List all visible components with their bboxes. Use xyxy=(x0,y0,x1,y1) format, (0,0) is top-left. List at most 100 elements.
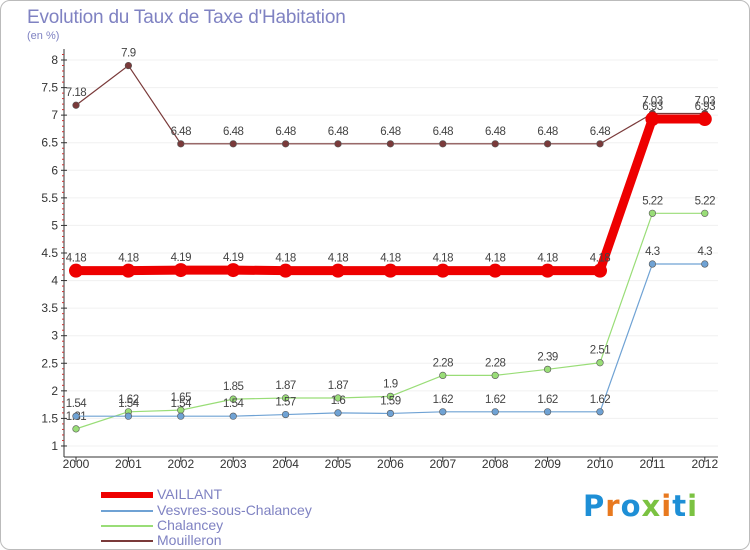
data-point-mouilleron xyxy=(72,101,80,109)
data-label-vaillant: 4.19 xyxy=(171,252,191,264)
y-tick-label: 1.5 xyxy=(41,411,58,425)
data-point-mouilleron xyxy=(229,140,237,148)
data-point-chalancey xyxy=(386,392,395,400)
data-point-mouilleron xyxy=(439,140,447,148)
logo-letter: i xyxy=(661,489,673,523)
y-tick-label: 6.5 xyxy=(41,136,58,150)
data-point-vaillant xyxy=(121,263,136,278)
y-tick-label: 6 xyxy=(51,163,58,177)
data-point-vesvres-sous-chalancey xyxy=(491,408,499,416)
data-label-chalancey: 5.22 xyxy=(695,195,715,207)
data-point-vaillant xyxy=(383,263,398,278)
data-point-vaillant xyxy=(593,263,607,278)
data-label-mouilleron: 6.48 xyxy=(590,126,610,138)
data-label-mouilleron: 6.48 xyxy=(485,126,505,138)
data-point-chalancey xyxy=(543,365,552,373)
data-label-chalancey: 1.65 xyxy=(171,392,191,404)
legend-item-chalancey: Chalancey xyxy=(101,517,361,533)
data-label-vesvres-sous-chalancey: 1.62 xyxy=(537,394,557,406)
data-point-vaillant xyxy=(435,263,450,278)
x-tick-label: 2005 xyxy=(325,457,352,471)
data-point-vesvres-sous-chalancey xyxy=(177,412,185,420)
logo-letter: i xyxy=(687,489,699,523)
data-point-vesvres-sous-chalancey xyxy=(124,412,132,420)
data-point-mouilleron xyxy=(596,140,604,148)
data-label-vaillant: 4.18 xyxy=(66,253,86,265)
data-label-vaillant: 4.18 xyxy=(433,253,453,265)
data-label-chalancey: 1.87 xyxy=(328,380,348,392)
data-point-vaillant xyxy=(540,263,555,278)
x-tick-label: 2012 xyxy=(691,457,718,471)
data-point-vaillant xyxy=(69,263,83,278)
data-point-vesvres-sous-chalancey xyxy=(72,412,80,420)
legend-item-mouilleron: Mouilleron xyxy=(101,532,361,548)
x-tick-label: 2011 xyxy=(639,457,665,471)
data-label-vaillant: 6.93 xyxy=(695,101,715,113)
logo-letter: x xyxy=(641,489,662,523)
x-tick-label: 2000 xyxy=(63,457,90,471)
data-point-chalancey xyxy=(491,371,499,380)
data-label-chalancey: 1.87 xyxy=(275,380,295,392)
y-tick-label: 3.5 xyxy=(41,301,58,315)
data-point-mouilleron xyxy=(386,140,395,148)
data-point-vesvres-sous-chalancey xyxy=(701,260,709,268)
data-label-vaillant: 4.19 xyxy=(223,252,243,264)
y-tick-label: 3 xyxy=(51,329,58,343)
data-label-vesvres-sous-chalancey: 1.54 xyxy=(171,398,192,410)
legend-swatch xyxy=(101,510,153,512)
x-tick-label: 2007 xyxy=(429,457,456,471)
data-point-chalancey xyxy=(229,395,237,403)
data-label-chalancey: 2.28 xyxy=(485,357,505,369)
data-point-chalancey xyxy=(648,209,657,217)
legend-swatch xyxy=(101,540,153,542)
legend-label: VAILLANT xyxy=(157,486,223,502)
y-tick-label: 5 xyxy=(51,218,58,232)
data-label-vaillant: 6.93 xyxy=(642,101,662,113)
logo-letter: t xyxy=(672,489,688,523)
data-label-vesvres-sous-chalancey: 4.3 xyxy=(645,246,660,258)
x-tick-label: 2001 xyxy=(115,457,142,471)
data-point-vaillant xyxy=(173,263,188,278)
data-point-mouilleron xyxy=(491,140,499,148)
y-tick-label: 2.5 xyxy=(41,356,58,370)
data-label-vesvres-sous-chalancey: 1.54 xyxy=(118,398,139,410)
data-label-mouilleron: 6.48 xyxy=(275,126,295,138)
logo-letter: r xyxy=(605,489,621,523)
data-point-vesvres-sous-chalancey xyxy=(648,260,657,268)
data-point-vaillant xyxy=(488,263,503,278)
data-point-mouilleron xyxy=(124,61,132,70)
data-label-vaillant: 4.18 xyxy=(537,253,557,265)
data-label-mouilleron: 6.48 xyxy=(171,126,191,138)
legend-label: Vesvres-sous-Chalancey xyxy=(157,502,312,518)
data-label-vesvres-sous-chalancey: 1.62 xyxy=(590,394,610,406)
data-label-vaillant: 4.18 xyxy=(590,253,610,265)
data-label-vesvres-sous-chalancey: 1.54 xyxy=(223,398,244,410)
unit-label: (en %) xyxy=(27,30,60,42)
y-tick-label: 7 xyxy=(51,108,58,122)
data-point-chalancey xyxy=(439,371,447,380)
data-label-chalancey: 1.62 xyxy=(118,394,138,406)
data-label-mouilleron: 6.48 xyxy=(328,126,348,138)
data-point-mouilleron xyxy=(543,140,552,148)
data-point-chalancey xyxy=(282,394,290,402)
y-tick-label: 4.5 xyxy=(41,246,58,260)
logo-letter: P xyxy=(583,489,606,523)
data-label-vaillant: 4.18 xyxy=(275,253,295,265)
data-label-vesvres-sous-chalancey: 1.62 xyxy=(485,394,505,406)
chart-title: Evolution du Taux de Taxe d'Habitation xyxy=(27,7,346,28)
x-tick-label: 2003 xyxy=(220,457,247,471)
data-point-mouilleron xyxy=(282,140,290,148)
data-label-chalancey: 2.51 xyxy=(590,345,610,357)
y-tick-label: 2 xyxy=(51,384,58,398)
data-label-chalancey: 1.85 xyxy=(223,381,243,393)
data-point-vesvres-sous-chalancey xyxy=(334,409,342,417)
data-label-mouilleron: 7.03 xyxy=(642,96,662,108)
data-point-chalancey xyxy=(72,425,80,433)
data-label-mouilleron: 7.9 xyxy=(121,48,136,60)
data-label-vesvres-sous-chalancey: 1.6 xyxy=(331,395,346,407)
legend-label: Chalancey xyxy=(157,517,224,533)
data-label-vesvres-sous-chalancey: 4.3 xyxy=(698,246,713,258)
data-label-chalancey: 2.28 xyxy=(433,357,453,369)
